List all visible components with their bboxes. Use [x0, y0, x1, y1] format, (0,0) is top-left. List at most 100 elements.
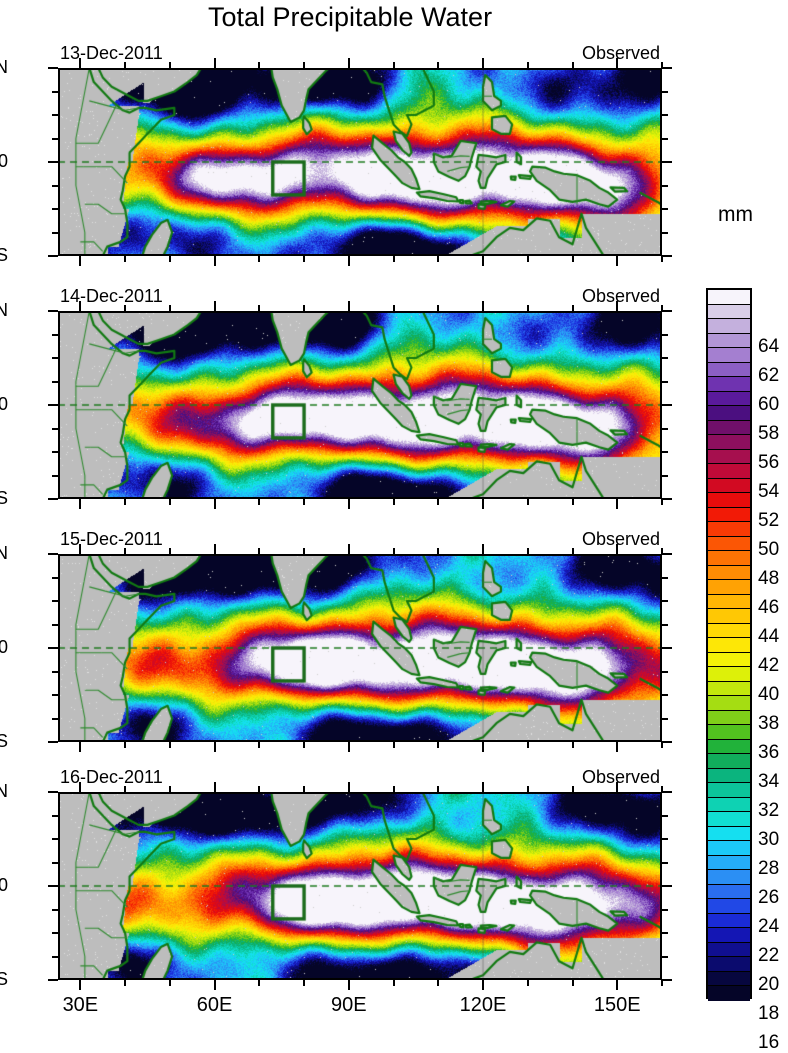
x-axis-tick [258, 742, 261, 748]
x-axis-tick [124, 980, 127, 986]
colorbar-cell [708, 594, 750, 609]
colorbar-tick-label: 28 [758, 857, 780, 879]
y-axis-tick [52, 576, 58, 579]
y-axis-tick [48, 885, 58, 887]
page-title: Total Precipitable Water [207, 2, 493, 32]
y-axis-tick [662, 979, 672, 981]
colorbar-cell [708, 449, 750, 464]
x-axis-tick [616, 499, 619, 509]
x-axis-tick [213, 58, 216, 68]
colorbar-cell [708, 754, 750, 769]
y-axis-tick [48, 791, 58, 793]
colorbar-cell [708, 623, 750, 638]
y-axis-label: 20S [0, 731, 8, 751]
colorbar-cell [708, 638, 750, 653]
x-axis-tick [437, 786, 440, 792]
y-axis-tick [662, 333, 668, 336]
x-axis-tick [168, 742, 171, 748]
x-axis-tick [616, 301, 619, 311]
x-axis-tick [347, 980, 350, 990]
x-axis-tick [258, 305, 261, 311]
tpw-raster [60, 70, 660, 254]
x-axis-tick [124, 256, 127, 262]
x-axis-tick [437, 256, 440, 262]
y-axis-label: 20N [0, 300, 8, 320]
tpw-raster [60, 794, 660, 978]
x-axis-tick [303, 980, 306, 986]
x-axis-tick [79, 742, 82, 752]
colorbar-tick-label: 34 [758, 770, 780, 792]
x-axis-tick [347, 58, 350, 68]
colorbar-cell [708, 681, 750, 696]
y-axis-label: 0 [0, 875, 8, 895]
x-axis-tick [347, 782, 350, 792]
x-axis-tick [526, 786, 529, 792]
colorbar-cell [708, 391, 750, 406]
colorbar: 64 62 60 58 56 54 52 50 48 46 44 42 40 38 36 34 32 30 28 26… [706, 288, 779, 1052]
colorbar-tick-label: 50 [758, 538, 780, 560]
colorbar-cell [708, 377, 750, 392]
y-axis-tick [52, 427, 58, 430]
y-axis-tick [662, 90, 668, 93]
x-axis-label: 30E [62, 994, 99, 1016]
colorbar-cell [708, 957, 750, 972]
colorbar-cell [708, 304, 750, 319]
x-axis-tick [661, 256, 663, 262]
y-axis-tick [662, 694, 668, 696]
y-axis-tick [662, 67, 672, 69]
colorbar-cell [708, 333, 750, 348]
x-axis-tick [124, 499, 127, 505]
x-axis-label: 150E [593, 994, 641, 1016]
x-axis-tick [303, 499, 306, 505]
x-axis-tick [213, 782, 216, 792]
x-axis-tick [168, 980, 171, 986]
colorbar-cell [708, 812, 750, 827]
y-axis-tick [662, 741, 672, 743]
y-axis-label: 20S [0, 969, 8, 989]
x-axis-tick [303, 548, 306, 554]
colorbar-unit-label: mm [718, 203, 753, 226]
y-axis-tick [48, 310, 58, 312]
colorbar-cell [708, 536, 750, 551]
colorbar-tick-label: 58 [758, 422, 780, 444]
x-axis-tick [124, 62, 127, 68]
y-axis-tick [52, 694, 58, 696]
colorbar-cell [708, 406, 750, 421]
x-axis-tick [168, 786, 171, 792]
y-axis-tick [662, 380, 668, 383]
x-axis-tick [526, 305, 529, 311]
y-axis-tick [662, 885, 672, 887]
colorbar-cells [706, 288, 752, 1001]
x-axis-tick [571, 980, 574, 986]
y-axis-tick [52, 600, 58, 602]
y-axis-tick [662, 357, 668, 359]
map-frame [58, 554, 662, 742]
y-axis-tick [52, 137, 58, 140]
colorbar-cell [708, 507, 750, 522]
x-axis-tick [437, 548, 440, 554]
x-axis-tick [392, 548, 395, 554]
x-axis-tick [168, 548, 171, 554]
x-axis-tick [79, 256, 82, 266]
map-panel: 16-Dec-2011 Observed 20N 0 20S [0, 767, 672, 990]
x-axis-tick [482, 980, 485, 990]
x-axis-tick [392, 305, 395, 311]
colorbar-cell [708, 870, 750, 885]
colorbar-cell [708, 319, 750, 334]
x-axis-tick [347, 544, 350, 554]
x-axis-tick [213, 256, 216, 266]
x-axis-tick [213, 301, 216, 311]
y-axis-tick [48, 741, 58, 743]
y-axis-label: 20N [0, 543, 8, 563]
x-axis-tick [437, 980, 440, 986]
colorbar-cell [708, 696, 750, 711]
y-axis-tick [52, 333, 58, 336]
y-axis-label: 0 [0, 151, 8, 171]
y-axis-tick [52, 838, 58, 840]
x-axis-tick [482, 544, 485, 554]
x-axis-tick [168, 62, 171, 68]
x-axis-tick [303, 786, 306, 792]
x-axis-tick [616, 782, 619, 792]
colorbar-tick-label: 20 [758, 973, 780, 995]
y-axis-tick [52, 908, 58, 911]
